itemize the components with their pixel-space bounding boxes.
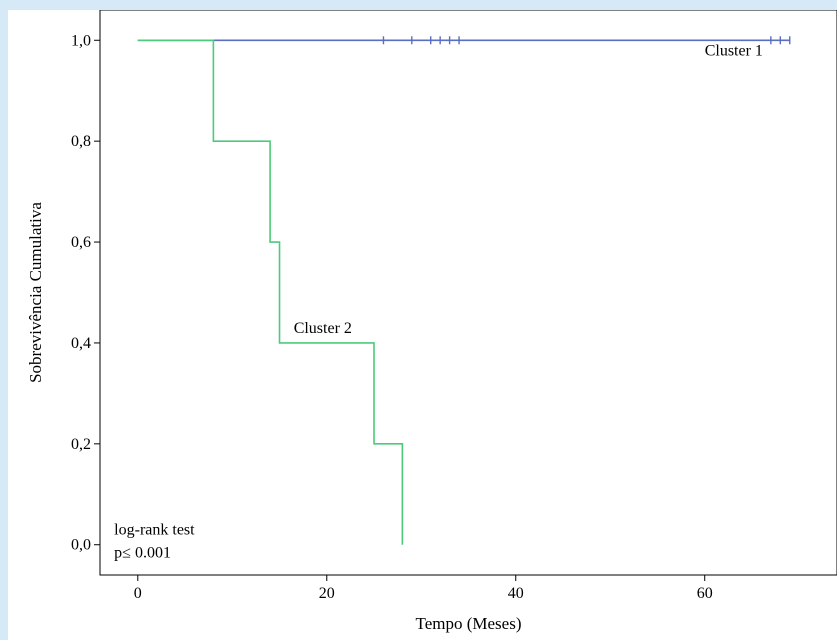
annotation-logrank2: p≤ 0.001: [114, 544, 171, 561]
y-tick-label: 1,0: [71, 32, 91, 49]
y-axis: 0,0 0,2 0,4 0,6 0,8 1,0: [71, 32, 100, 554]
annotation-logrank1: log-rank test: [114, 522, 195, 539]
km-chart: 0,00,20,40,60,81,0 0 20 40 60 Cluster 1Clus…: [26, 10, 837, 633]
annotation-layer: Cluster 1 Cluster 2 log-rank test p≤ 0.001: [114, 42, 763, 561]
series-line-cluster-2: [137, 39, 404, 545]
x-tick-label: 60: [697, 585, 713, 602]
series-layer: [137, 36, 791, 545]
y-tick-label: 0,4: [71, 335, 91, 352]
y-tick-label: 0,2: [71, 436, 91, 453]
y-tick-label: 0,6: [71, 234, 91, 251]
annotation-cluster2: Cluster 2: [294, 320, 352, 337]
annotation-cluster1: Cluster 1: [705, 42, 763, 59]
y-tick-label: 0,0: [71, 537, 91, 554]
x-axis-title: Tempo (Meses): [416, 614, 522, 633]
chart-frame: 0,0 0,2 0,4 0,6 0,8 1,0 0 20 40 60 Cluster 1 Clus…: [8, 10, 837, 640]
x-tick-label: 0: [134, 585, 142, 602]
y-axis-title: Sobrevivência Cumulativa: [26, 202, 45, 383]
x-tick-label: 40: [508, 585, 524, 602]
x-axis: 0 20 40 60: [134, 575, 713, 602]
x-tick-label: 20: [319, 585, 335, 602]
y-tick-label: 0,8: [71, 133, 91, 150]
plot-area: [99, 10, 837, 576]
